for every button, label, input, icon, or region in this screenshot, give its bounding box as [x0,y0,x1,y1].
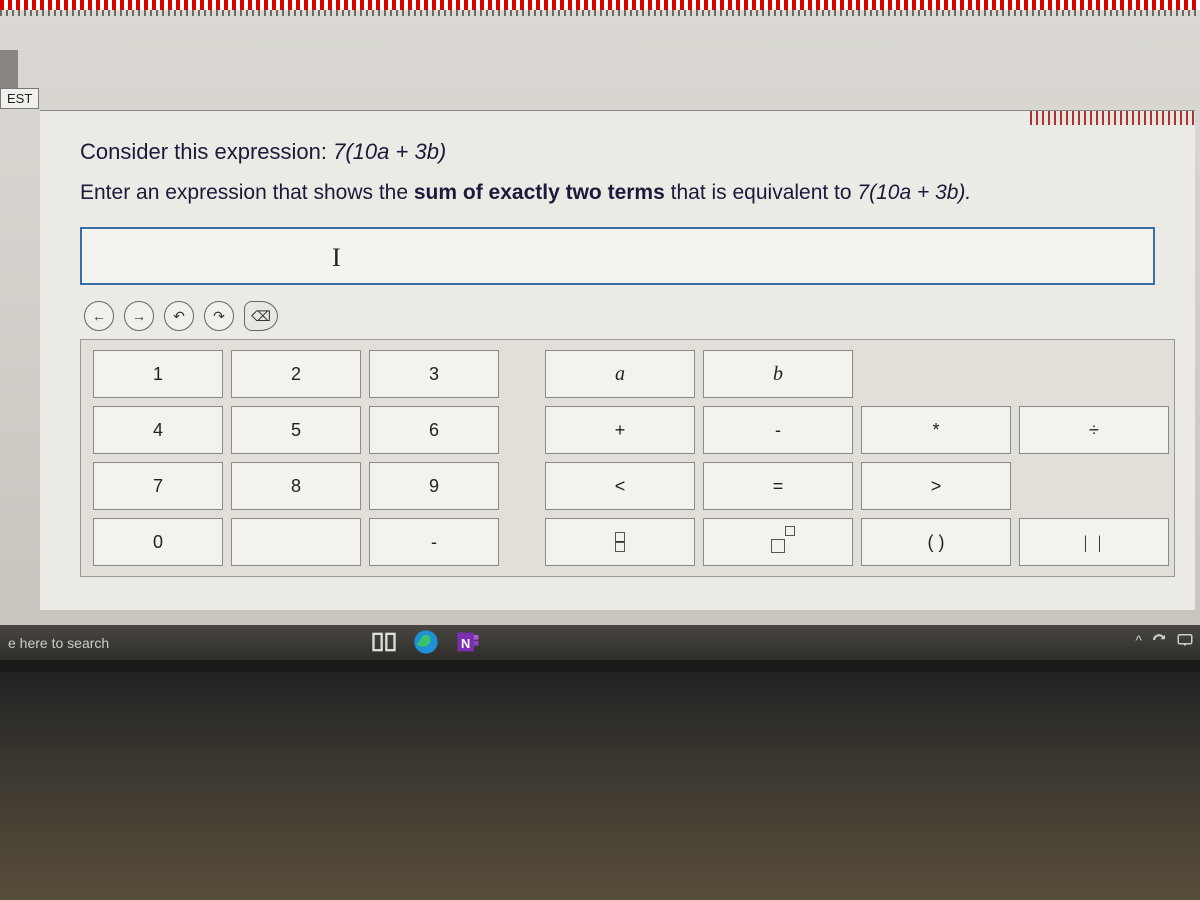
tray-sync-icon[interactable] [1150,631,1168,649]
key-9[interactable]: 9 [369,462,499,510]
key-4[interactable]: 4 [93,406,223,454]
key-plus[interactable]: + [545,406,695,454]
math-keypad: 1 2 3 a b 4 5 6 + - * ÷ 7 8 9 < = > 0 [80,339,1175,577]
fraction-icon [615,532,625,552]
key-3[interactable]: 3 [369,350,499,398]
q2-expression: 7(10a + 3b). [857,181,971,204]
key-8[interactable]: 8 [231,462,361,510]
key-0[interactable]: 0 [93,518,223,566]
desk-surface [0,672,1200,900]
q2-a: Enter an expression that shows the [80,181,414,204]
key-7[interactable]: 7 [93,462,223,510]
key-less-than[interactable]: < [545,462,695,510]
key-parentheses[interactable]: ( ) [861,518,1011,566]
backspace-button[interactable]: ⌫ [244,301,278,331]
cursor-left-button[interactable]: ← [84,301,114,331]
key-var-b[interactable]: b [703,350,853,398]
text-cursor: I [332,243,341,273]
abs-label: | | [1084,532,1105,553]
tray-caret-icon[interactable]: ^ [1135,632,1142,648]
tray-popup-icon[interactable] [1176,631,1194,649]
ruler-right [1030,111,1195,125]
key-minus[interactable]: - [703,406,853,454]
exponent-icon [771,532,785,553]
key-exponent[interactable] [703,518,853,566]
key-negative[interactable]: - [369,518,499,566]
task-view-icon[interactable] [370,628,398,656]
taskbar-search-text[interactable]: e here to search [8,635,109,651]
keypad-spacer [507,350,537,566]
tab-est[interactable]: EST [0,88,39,109]
undo-button[interactable]: ↶ [164,301,194,331]
left-stub [0,50,18,88]
q2-bold: sum of exactly two terms [414,181,665,204]
monitor-screen-area: EST Consider this expression: 7(10a + 3b… [0,0,1200,660]
key-var-a[interactable]: a [545,350,695,398]
system-tray[interactable]: ^ [1135,631,1194,649]
q1-expression: 7(10a + 3b) [333,139,446,164]
question-line-2: Enter an expression that shows the sum o… [40,173,1195,227]
key-decimal[interactable] [231,518,361,566]
answer-input[interactable]: I [80,227,1155,285]
taskbar-pinned-apps: N [370,628,482,656]
q1-prefix: Consider this expression: [80,139,333,164]
key-6[interactable]: 6 [369,406,499,454]
question-line-1: Consider this expression: 7(10a + 3b) [40,111,1195,173]
redo-button[interactable]: ↷ [204,301,234,331]
edge-browser-icon[interactable] [412,628,440,656]
editor-nav-row: ← → ↶ ↷ ⌫ [84,301,1155,331]
windows-taskbar[interactable]: e here to search N ^ [0,625,1200,660]
key-equals[interactable]: = [703,462,853,510]
key-1[interactable]: 1 [93,350,223,398]
onenote-icon[interactable]: N [454,628,482,656]
key-5[interactable]: 5 [231,406,361,454]
key-greater-than[interactable]: > [861,462,1011,510]
question-panel: Consider this expression: 7(10a + 3b) En… [40,110,1195,610]
key-fraction[interactable] [545,518,695,566]
cursor-right-button[interactable]: → [124,301,154,331]
top-ruler-marks [0,0,1200,10]
key-multiply[interactable]: * [861,406,1011,454]
key-2[interactable]: 2 [231,350,361,398]
key-divide[interactable]: ÷ [1019,406,1169,454]
key-absolute-value[interactable]: | | [1019,518,1169,566]
q2-b: that is equivalent to [671,181,858,204]
svg-text:N: N [461,636,470,651]
